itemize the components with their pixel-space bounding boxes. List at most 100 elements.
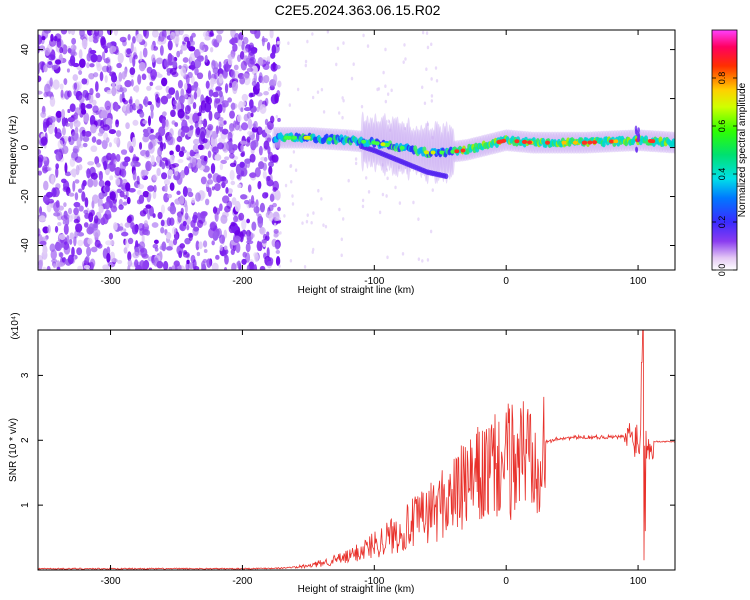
y-tick-label: 20: [20, 93, 31, 105]
noise-mark: [55, 110, 62, 119]
noise-mark: [218, 90, 223, 98]
noise-mark: [86, 62, 90, 69]
noise-mark: [184, 83, 188, 91]
noise-mark: [115, 154, 121, 162]
noise-mark: [97, 243, 103, 249]
noise-mark: [109, 175, 114, 181]
noise-mark: [202, 118, 208, 128]
noise-mark: [134, 84, 140, 93]
noise-mark: [193, 81, 198, 92]
noise-speck: [342, 98, 345, 103]
noise-mark: [72, 180, 76, 192]
noise-mark: [51, 64, 58, 70]
noise-speck: [384, 99, 388, 104]
noise-mark: [273, 228, 279, 234]
noise-mark: [160, 77, 168, 87]
noise-mark: [90, 172, 98, 180]
signal-peak: [561, 140, 567, 145]
noise-mark: [207, 70, 212, 81]
noise-mark: [246, 229, 250, 241]
noise-mark: [69, 232, 75, 240]
noise-mark: [49, 96, 56, 107]
noise-speck: [316, 90, 320, 94]
noise-mark: [153, 184, 157, 193]
noise-mark: [214, 72, 218, 80]
noise-mark: [78, 188, 83, 194]
signal-peak: [430, 150, 436, 155]
noise-speck: [320, 87, 324, 92]
noise-mark: [84, 197, 89, 208]
signal-peak: [380, 142, 386, 147]
noise-mark: [148, 141, 153, 150]
noise-mark: [268, 204, 274, 212]
noise-mark: [164, 159, 169, 167]
noise-mark: [221, 128, 229, 135]
noise-mark: [272, 180, 279, 191]
signal-peak: [582, 140, 588, 145]
noise-mark: [86, 30, 93, 36]
y-tick-label: 3: [20, 372, 31, 378]
noise-mark: [142, 120, 148, 125]
noise-mark: [60, 89, 64, 98]
noise-speck: [347, 178, 350, 183]
noise-mark: [46, 265, 51, 270]
noise-mark: [99, 71, 104, 82]
noise-mark: [256, 81, 260, 90]
noise-mark: [219, 244, 223, 252]
noise-mark: [202, 240, 208, 248]
noise-mark: [122, 104, 127, 112]
noise-mark: [106, 214, 112, 219]
noise-speck: [361, 204, 365, 209]
noise-mark: [217, 103, 223, 114]
noise-mark: [63, 244, 71, 255]
x-tick-label: -200: [232, 276, 252, 287]
noise-mark: [67, 47, 72, 54]
noise-speck: [404, 57, 407, 61]
noise-mark: [78, 49, 83, 59]
noise-mark: [47, 224, 51, 234]
noise-mark: [59, 46, 64, 54]
noise-mark: [192, 214, 198, 224]
noise-mark: [57, 147, 65, 156]
noise-mark: [102, 124, 110, 131]
noise-mark: [247, 118, 253, 130]
noise-mark: [46, 61, 53, 69]
noise-mark: [180, 130, 186, 138]
noise-mark: [67, 30, 72, 35]
noise-mark: [117, 52, 124, 64]
noise-mark: [151, 54, 156, 63]
noise-mark: [162, 111, 167, 117]
noise-mark: [274, 64, 281, 70]
noise-mark: [128, 187, 136, 193]
signal-peak: [592, 140, 598, 145]
noise-mark: [151, 30, 159, 38]
noise-mark: [100, 110, 108, 119]
noise-mark: [159, 45, 164, 56]
noise-speck: [310, 220, 313, 225]
noise-mark: [94, 156, 100, 165]
noise-mark: [98, 192, 105, 200]
noise-mark: [246, 67, 254, 72]
noise-mark: [70, 44, 76, 51]
noise-mark: [117, 226, 124, 231]
noise-mark: [124, 222, 131, 228]
noise-mark: [256, 106, 260, 113]
noise-mark: [182, 220, 187, 227]
noise-mark: [157, 134, 162, 142]
noise-mark: [119, 93, 123, 103]
noise-mark: [83, 222, 89, 228]
noise-mark: [231, 197, 237, 206]
noise-mark: [89, 49, 97, 55]
noise-speck: [273, 222, 277, 227]
noise-speck: [275, 191, 279, 195]
noise-mark: [249, 30, 258, 35]
noise-mark: [191, 85, 195, 91]
noise-speck: [341, 115, 344, 120]
noise-mark: [257, 217, 264, 229]
noise-mark: [271, 154, 279, 163]
noise-mark: [127, 34, 131, 41]
noise-speck: [275, 114, 279, 119]
noise-mark: [160, 204, 165, 214]
x-tick-label: 100: [630, 276, 647, 287]
